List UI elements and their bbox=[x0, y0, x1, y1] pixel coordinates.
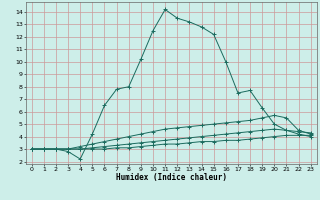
X-axis label: Humidex (Indice chaleur): Humidex (Indice chaleur) bbox=[116, 173, 227, 182]
